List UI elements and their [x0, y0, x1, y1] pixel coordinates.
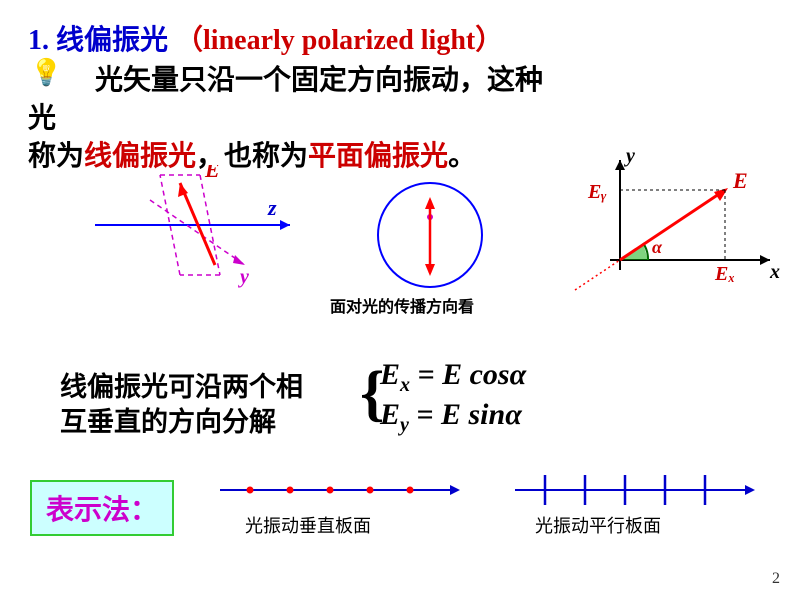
eq1-sub: x — [400, 374, 410, 396]
equations-block: { Ex = E cosα Ey = E sinα — [380, 355, 526, 435]
title-en: （linearly polarized light） — [175, 25, 503, 56]
page-number: 2 — [772, 570, 780, 588]
body-line-1: 光矢量只沿一个固定方向振动，这种 — [95, 58, 543, 98]
alpha-label: α — [652, 237, 663, 257]
brace-icon: { — [360, 355, 384, 433]
notation-caption-1: 光振动垂直板面 — [245, 512, 371, 538]
notation-caption-2: 光振动平行板面 — [535, 512, 661, 538]
eq2-rhs: = E sin — [409, 398, 505, 431]
notation-parallel — [505, 470, 765, 510]
equation-1: Ex = E cosα — [380, 355, 526, 395]
y-axis-label-2: y — [624, 150, 635, 167]
lightbulb-icon: 💡 — [30, 58, 62, 88]
plane-diagram: E⃗ z y — [90, 165, 310, 315]
axes-diagram: x y E⃗ Eᵧ Eₓ α — [570, 150, 790, 310]
title-number: 1. — [28, 25, 49, 56]
title-cn: 线偏振光 — [56, 25, 168, 56]
body-line-2: 光 — [28, 96, 56, 136]
ex-label: Eₓ — [714, 263, 735, 285]
slide-title: 1. 线偏振光 （linearly polarized light） — [28, 18, 503, 58]
notation-row: 光振动垂直板面 光振动平行板面 — [210, 470, 780, 550]
representation-box: 表示法： — [30, 480, 174, 536]
diagram-row: E⃗ z y 面对光的传播方向看 x y E⃗ Eᵧ Eₓ α — [0, 165, 800, 335]
equation-2: Ey = E sinα — [380, 395, 526, 435]
y-axis-label: y — [238, 266, 249, 288]
z-axis-label: z — [267, 195, 277, 220]
decomp-line-2: 互垂直的方向分解 — [60, 400, 276, 439]
circle-diagram — [355, 175, 505, 305]
decomp-line-1: 线偏振光可沿两个相 — [60, 365, 303, 404]
eq1-alpha: α — [510, 358, 527, 391]
eq1-rhs: = E cos — [410, 358, 510, 391]
notation-perpendicular — [210, 470, 470, 510]
circle-caption: 面对光的传播方向看 — [330, 293, 474, 317]
ey-label: Eᵧ — [587, 181, 606, 203]
e-vector-label: E⃗ — [204, 165, 237, 182]
eq2-sub: y — [400, 414, 409, 436]
x-axis-label: x — [769, 261, 780, 283]
eq2-alpha: α — [505, 398, 522, 431]
e-vector-label-2: E⃗ — [732, 168, 765, 193]
